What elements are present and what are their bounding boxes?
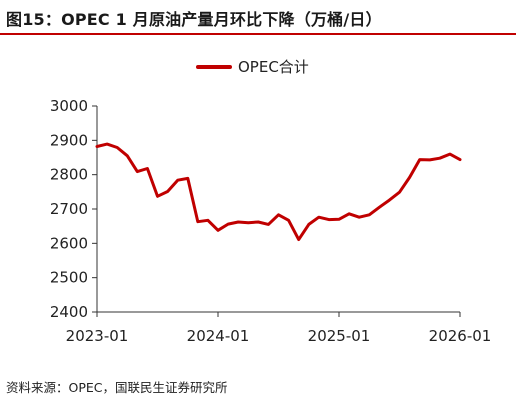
y-tick-label: 2600 xyxy=(50,234,88,252)
x-tick-label: 2025-01 xyxy=(308,327,371,345)
y-tick-label: 2900 xyxy=(50,131,88,149)
y-axis: 2400 2500 2600 2700 2800 2900 3000 xyxy=(50,97,98,321)
y-tick-label: 2400 xyxy=(50,303,88,321)
legend-swatch-opec xyxy=(196,64,232,69)
series-layer xyxy=(95,142,462,242)
x-tick-label: 2023-01 xyxy=(66,327,129,345)
y-tick-label: 3000 xyxy=(50,97,88,115)
y-tick-label: 2800 xyxy=(50,166,88,184)
x-tick-label: 2026-01 xyxy=(429,327,492,345)
x-axis: 2023-01 2024-01 2025-01 2026-01 xyxy=(66,311,492,345)
figure-title: 图15：OPEC 1 月原油产量月环比下降（万桶/日） xyxy=(6,10,382,29)
y-tick-label: 2500 xyxy=(50,269,88,287)
legend-label-opec: OPEC合计 xyxy=(238,58,309,76)
source-note: 资料来源：OPEC，国联民生证券研究所 xyxy=(6,380,228,395)
series-line-opec xyxy=(95,142,462,242)
y-tick-label: 2700 xyxy=(50,200,88,218)
title-rule xyxy=(0,33,516,35)
x-tick-label: 2024-01 xyxy=(187,327,250,345)
legend: OPEC合计 xyxy=(196,56,309,77)
